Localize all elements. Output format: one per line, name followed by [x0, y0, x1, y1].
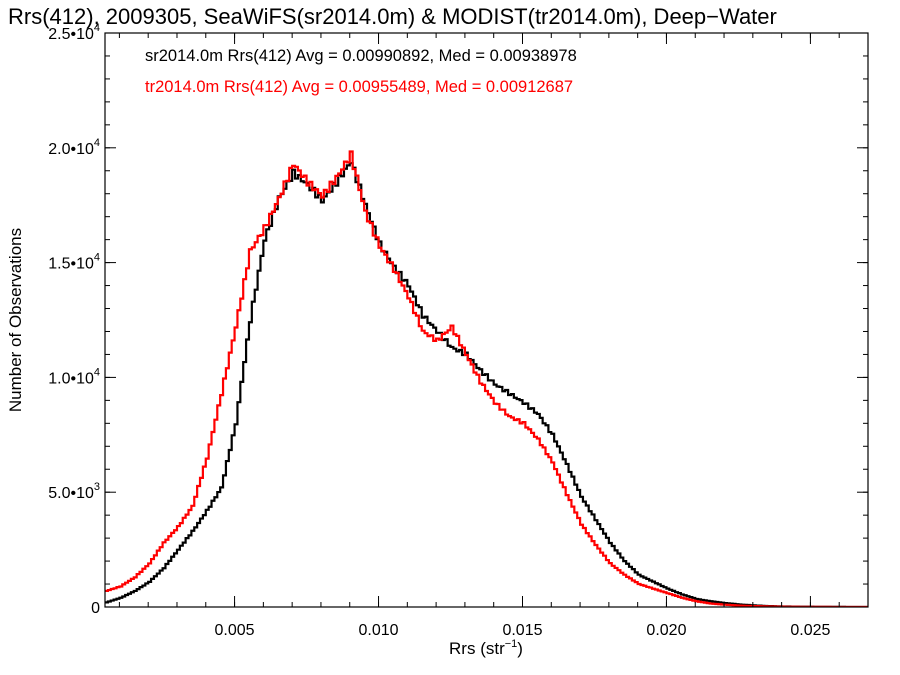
- legend-entry-tr2014: tr2014.0m Rrs(412) Avg = 0.00955489, Med…: [145, 78, 573, 96]
- y-tick-label: 1.0•104: [48, 366, 100, 387]
- x-tick-label: 0.025: [790, 622, 830, 639]
- x-tick-label: 0.005: [215, 622, 255, 639]
- y-tick-label: 1.5•104: [48, 252, 100, 273]
- series-tr2014.0m-line: [105, 150, 868, 607]
- x-tick-label: 0.015: [502, 622, 542, 639]
- y-tick-label: 2.5•104: [48, 22, 100, 43]
- series-layer: [105, 150, 868, 607]
- x-tick-label: 0.020: [646, 622, 686, 639]
- y-tick-label: 5.0•103: [48, 481, 100, 502]
- ticks-layer: 0.005 0.010 0.015 0.020 0.025 0 5.0•103 1.0•104…: [48, 22, 869, 639]
- y-tick-label: 0: [91, 600, 100, 617]
- x-axis-label: Rrs (str−1): [449, 638, 523, 658]
- x-tick-label: 0.010: [359, 622, 399, 639]
- series-sr2014.0m-line: [105, 162, 868, 607]
- plot-frame: [104, 32, 869, 608]
- y-axis-label: Number of Observations: [6, 228, 25, 412]
- chart-title: Rrs(412), 2009305, SeaWiFS(sr2014.0m) & …: [8, 4, 777, 29]
- legend-entry-sr2014: sr2014.0m Rrs(412) Avg = 0.00990892, Med…: [145, 47, 577, 65]
- y-tick-label: 2.0•104: [48, 137, 100, 158]
